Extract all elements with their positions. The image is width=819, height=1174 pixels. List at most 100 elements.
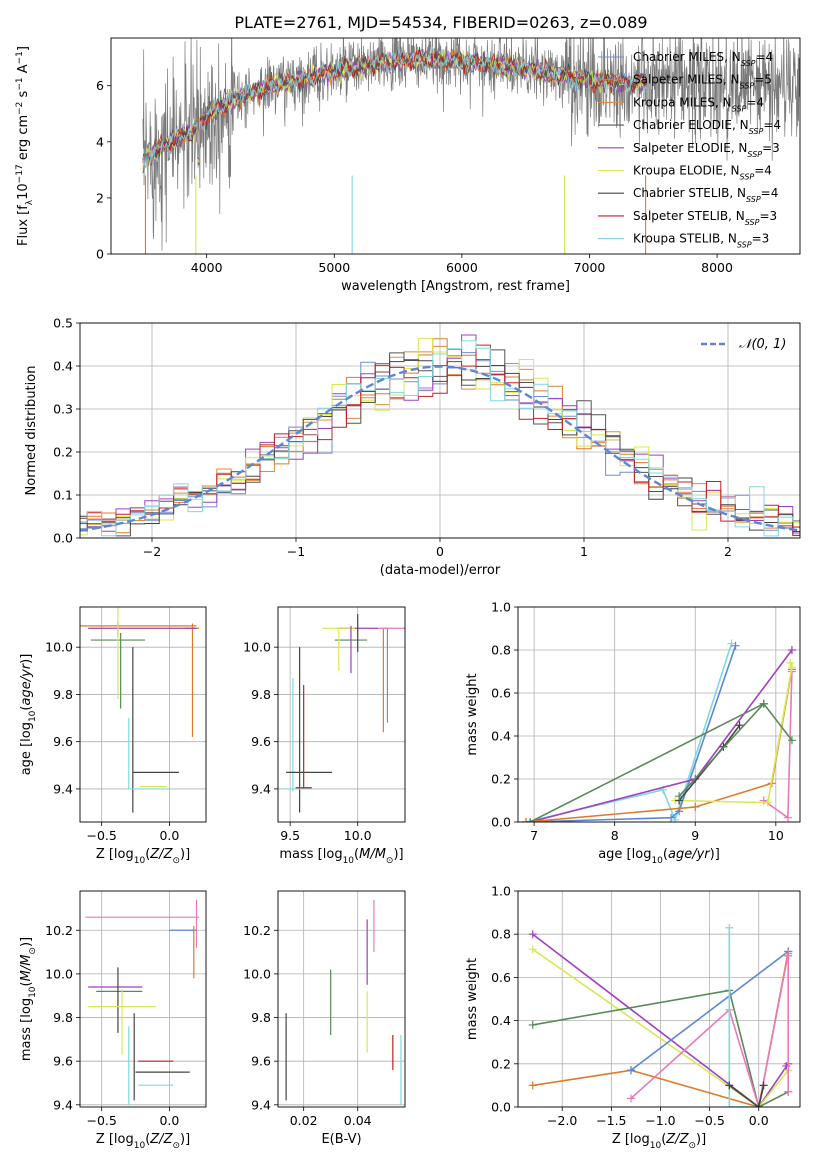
weight-marker [727,639,736,648]
weight-line [532,989,789,1107]
weight-marker [528,1081,537,1090]
tick-label-y: 0.2 [491,772,511,787]
chart-age_vs_mass: 9.5 10.0 9.4 9.6 9.8 10.0 mass [log10(M/M⊙)] [243,606,406,866]
axes-frame [277,890,406,1108]
tick-label-x: −2 [143,544,161,559]
tick-label-y: 0.2 [53,445,73,460]
weight-marker [667,813,676,822]
chart-age_vs_Z: −0.5 0.0 9.4 9.6 9.8 10.0 Z [log10(Z/Z⊙)] age [… [19,606,207,866]
y-axis-label: mass weight [465,673,480,755]
weight-marker [691,802,700,811]
tick-label-y: 0.4 [491,729,511,744]
tick-label-y: 10.0 [45,966,73,981]
tick-label-x: 0.04 [344,1113,372,1128]
legend-entry: Chabrier ELODIE, NSSP=4 [633,118,781,136]
weight-marker [783,813,792,822]
tick-label-y: 9.4 [251,1097,271,1112]
histogram-step [80,338,800,534]
tick-label-y: 10.0 [45,640,73,655]
gaussian-curve [80,365,800,532]
tick-label-y: 0.4 [53,359,73,374]
tick-label-y: 0.5 [53,316,73,331]
tick-label-y: 0 [96,247,104,262]
tick-label-y: 0.0 [491,815,511,830]
y-axis-label: mass [log10(M/M⊙)] [19,937,38,1061]
axes-frame [79,606,207,823]
weight-marker [759,699,768,708]
tick-label-x: −1.5 [596,1113,626,1128]
tick-label-x: 9.5 [280,828,300,843]
weight-marker [784,949,793,958]
legend-entry: Kroupa ELODIE, NSSP=4 [633,164,772,182]
y-axis-label: mass weight [465,958,480,1040]
model-line [142,49,647,167]
weight-marker [731,641,740,650]
weight-marker [784,1087,793,1096]
tick-label-y: 10.2 [45,923,73,938]
tick-label-y: 0.6 [491,970,511,985]
tick-label-y: 10.2 [243,923,271,938]
plot-area [85,899,200,1105]
tick-label-x: 7000 [574,260,606,275]
tick-label-y: 9.4 [53,781,73,796]
tick-label-x: −1.0 [645,1113,675,1128]
chart-mass_vs_ebv: 0.02 0.04 9.4 9.6 9.8 10.0 10.2 E(B-V) [243,890,406,1147]
axes-frame [517,606,801,823]
tick-label-x: −0.5 [86,1113,116,1128]
plot-area [285,899,402,1105]
legend-entry: Kroupa STELIB, NSSP=3 [633,232,769,250]
plot-area [80,607,200,813]
tick-label-y: 0.3 [53,402,73,417]
weight-marker [759,1081,768,1090]
weight-marker [786,658,795,667]
weight-marker [528,945,537,954]
weight-marker [787,663,796,672]
tick-label-x: −1 [287,544,305,559]
tick-label-x: 2 [724,544,732,559]
axes-frame [110,37,801,255]
tick-label-x: −0.5 [694,1113,724,1128]
tick-label-x: 4000 [191,260,223,275]
plot-area [80,334,800,537]
tick-label-x: 1 [580,544,588,559]
tick-label-x: 9 [691,828,699,843]
x-axis-label: age [log10(age/yr)] [598,847,720,866]
tick-label-x: −0.5 [86,828,116,843]
tick-label-x: 7 [530,828,538,843]
weight-line [728,1084,765,1107]
chart-massweight_vs_age: 7 8 9 10 0.0 0.2 0.4 0.6 0.8 1.0 age [log10(age/yr… [465,600,801,866]
weight-marker [626,1066,635,1075]
plot-area [142,38,800,254]
x-axis-label: Z [log10(Z/Z⊙)] [96,847,190,866]
tick-label-y: 9.8 [251,687,271,702]
weight-marker [671,815,680,822]
tick-label-y: 9.6 [53,734,73,749]
model-line [142,46,647,169]
tick-label-x: 0.02 [290,1113,318,1128]
weight-marker [782,1061,791,1070]
chart-massweight_vs_Z: −2.0 −1.5 −1.0 −0.5 0.0 0.0 0.2 0.4 0.6 0.8 1.0 Z [… [465,884,801,1151]
legend-entry: Kroupa MILES, NSSP=4 [633,95,764,113]
model-line [142,46,647,162]
axes-frame [79,322,801,539]
weight-marker [528,1020,537,1029]
tick-label-y: 0.2 [491,1056,511,1071]
tick-label-y: 9.6 [251,1054,271,1069]
weight-marker [763,798,772,807]
weight-line [630,953,789,1107]
tick-label-y: 4 [96,134,104,149]
plot-area [522,639,796,822]
weight-line [675,662,793,804]
weight-marker [725,1081,734,1090]
tick-label-y: 2 [96,190,104,205]
weight-line [526,669,793,822]
tick-label-y: 10.0 [243,966,271,981]
axes-frame [277,606,406,823]
tick-label-y: 6 [96,78,104,93]
tick-label-y: 1.0 [491,600,511,615]
tick-label-x: 0.0 [159,828,179,843]
tick-label-y: 0.8 [491,643,511,658]
tick-label-y: 9.4 [251,781,271,796]
tick-label-x: 5000 [318,260,350,275]
